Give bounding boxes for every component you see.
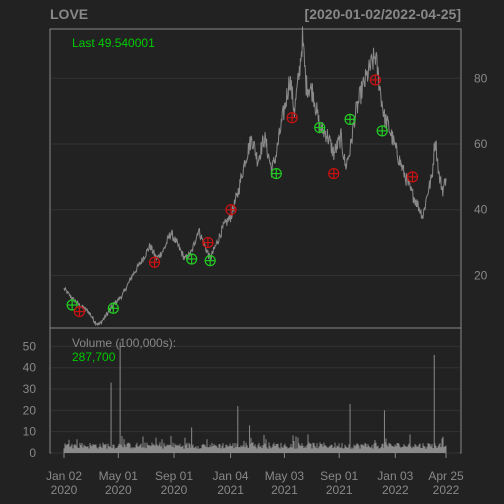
volume-tick-label: 40 [23, 361, 37, 375]
volume-tick-label: 30 [23, 382, 37, 396]
sell-signal-marker [202, 236, 214, 249]
x-tick-year: 2022 [433, 483, 460, 497]
volume-last-value: 287,700 [72, 350, 116, 364]
volume-tick-label: 50 [23, 339, 37, 353]
price-line [63, 26, 447, 327]
volume-axis: 0 10 20 30 40 50 [23, 339, 37, 460]
sell-signal-marker [225, 204, 237, 216]
x-tick-label: Sep 01 [155, 469, 193, 483]
buy-signal-marker [66, 299, 78, 311]
x-tick-year: 2021 [271, 483, 298, 497]
sell-signal-marker [369, 74, 381, 86]
x-tick-year: 2020 [51, 483, 78, 497]
x-tick-year: 2020 [105, 483, 132, 497]
x-tick-label: Jan 03 [377, 469, 413, 483]
volume-tick-label: 0 [29, 446, 36, 460]
x-tick-label: Jan 04 [213, 469, 249, 483]
price-tick-label: 80 [474, 71, 488, 85]
chart-title-symbol: LOVE [50, 6, 88, 22]
price-tick-label: 60 [474, 137, 488, 151]
x-tick-year: 2022 [382, 483, 409, 497]
sell-signal-marker [406, 171, 419, 183]
buy-signal-marker [270, 167, 282, 180]
x-tick-year: 2020 [161, 483, 188, 497]
price-tick-label: 20 [474, 268, 488, 282]
volume-label: Volume (100,000s): [72, 336, 176, 350]
x-tick-label: Jan 02 [46, 469, 82, 483]
x-tick-year: 2021 [326, 483, 353, 497]
last-price-label: Last 49.540001 [72, 36, 155, 50]
buy-signal-marker [204, 255, 216, 267]
x-tick-year: 2021 [217, 483, 244, 497]
price-tick-label: 40 [474, 203, 488, 217]
buy-signal-marker [314, 121, 326, 134]
x-tick-label: Apr 25 [428, 469, 464, 483]
buy-signal-marker [344, 113, 356, 125]
chart-date-range: [2020-01-02/2022-04-25] [305, 6, 461, 22]
price-axis: 20 40 60 80 [474, 71, 488, 282]
price-panel [49, 28, 462, 329]
buy-signal-marker [186, 253, 198, 265]
sell-signal-marker [286, 112, 298, 124]
sell-signal-marker [328, 167, 340, 180]
x-tick-label: May 01 [99, 469, 139, 483]
signal-markers [66, 74, 419, 318]
sell-signal-marker [148, 256, 161, 268]
buy-signal-marker [376, 125, 388, 137]
x-tick-label: May 03 [265, 469, 305, 483]
x-tick-label: Sep 01 [320, 469, 358, 483]
buy-signal-marker [107, 302, 119, 314]
volume-tick-label: 10 [23, 425, 37, 439]
price-grid [51, 77, 460, 276]
volume-tick-label: 20 [23, 403, 37, 417]
volume-bars [63, 342, 447, 453]
sell-signal-marker [73, 305, 85, 318]
